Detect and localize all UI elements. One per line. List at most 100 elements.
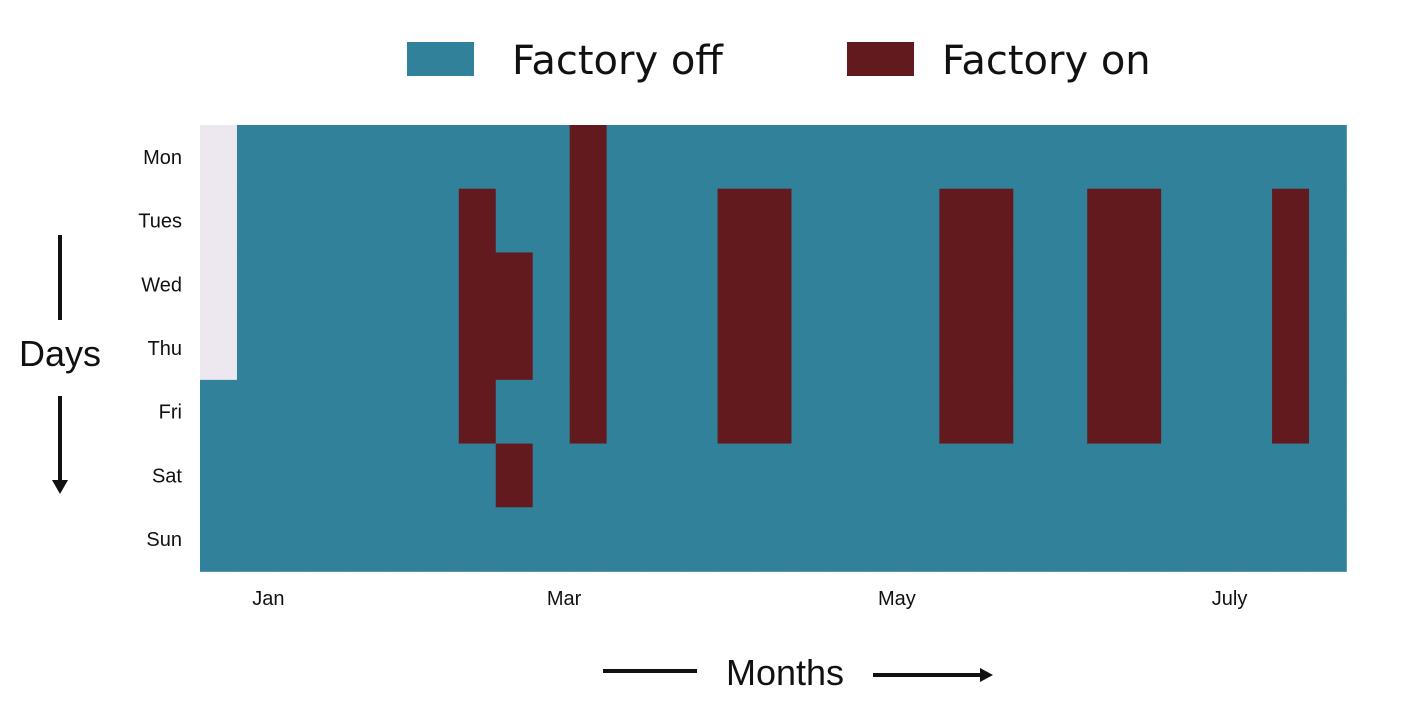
heatmap-cell-on bbox=[569, 316, 608, 381]
heatmap-cell-off bbox=[1124, 125, 1162, 190]
heatmap-cell-on bbox=[1124, 316, 1162, 381]
x-axis-title-group: Months bbox=[603, 652, 993, 693]
heatmap-cell-off bbox=[310, 443, 349, 509]
heatmap-cell-off bbox=[1050, 379, 1089, 445]
x-tick-label: Mar bbox=[547, 588, 582, 610]
heatmap-cell-on bbox=[1087, 379, 1125, 445]
heatmap-cell-off bbox=[606, 188, 645, 254]
heatmap-cell-on bbox=[717, 252, 756, 317]
heatmap-cell-off bbox=[1272, 125, 1310, 190]
heatmap-cell-off bbox=[495, 125, 534, 190]
heatmap-cell-off bbox=[1050, 125, 1089, 190]
heatmap-cell-on bbox=[1272, 316, 1310, 381]
heatmap-cell-off bbox=[717, 125, 756, 190]
heatmap-cell-off bbox=[1124, 507, 1162, 572]
heatmap-cell-off bbox=[902, 316, 941, 381]
y-tick-label: Tues bbox=[138, 211, 182, 233]
heatmap-cell-off bbox=[1161, 507, 1199, 572]
heatmap-cell-off bbox=[791, 188, 830, 254]
heatmap-cell-off bbox=[236, 125, 275, 190]
heatmap-cell-off bbox=[643, 507, 682, 572]
heatmap-cell-on bbox=[939, 316, 978, 381]
heatmap-cell-off bbox=[865, 125, 904, 190]
heatmap-cell-off bbox=[532, 125, 571, 190]
heatmap-cell-off bbox=[1309, 316, 1347, 381]
heatmap-cell-missing bbox=[200, 316, 238, 381]
heatmap-cell-off bbox=[754, 507, 793, 572]
heatmap-cell-off bbox=[643, 379, 682, 445]
heatmap-cell-off bbox=[902, 443, 941, 509]
heatmap-cell-off bbox=[1013, 188, 1052, 254]
heatmap-cell-off bbox=[1013, 443, 1052, 509]
heatmap-cell-off bbox=[347, 188, 386, 254]
heatmap-cell-off bbox=[1235, 125, 1273, 190]
heatmap-cell-off bbox=[939, 507, 978, 572]
heatmap-cell-off bbox=[384, 507, 423, 572]
heatmap-cell-off bbox=[1198, 252, 1236, 317]
heatmap-cell-off bbox=[347, 379, 386, 445]
heatmap-cell-off bbox=[791, 507, 830, 572]
heatmap-cell-off bbox=[902, 379, 941, 445]
heatmap-cell-off bbox=[828, 252, 867, 317]
heatmap-cell-off bbox=[606, 316, 645, 381]
heatmap-cell-on bbox=[458, 316, 497, 381]
heatmap-cell-off bbox=[1161, 188, 1199, 254]
heatmap-cell-off bbox=[791, 443, 830, 509]
heatmap-cell-on bbox=[1087, 188, 1125, 254]
heatmap-cell-off bbox=[1272, 507, 1310, 572]
heatmap-cell-off bbox=[1235, 316, 1273, 381]
x-tick-label: Jan bbox=[252, 588, 284, 610]
heatmap-cell-off bbox=[1198, 188, 1236, 254]
heatmap-cell-off bbox=[310, 316, 349, 381]
heatmap-cell-off bbox=[569, 507, 608, 572]
heatmap-cell-off bbox=[1309, 379, 1347, 445]
heatmap-cell-off bbox=[310, 507, 349, 572]
heatmap-cell-off bbox=[1309, 252, 1347, 317]
heatmap-cell-off bbox=[236, 316, 275, 381]
heatmap-cell-off bbox=[828, 443, 867, 509]
heatmap-cell-on bbox=[458, 379, 497, 445]
heatmap-cell-on bbox=[495, 443, 534, 509]
heatmap-cell-off bbox=[1198, 316, 1236, 381]
x-tick-label: May bbox=[878, 588, 916, 610]
heatmap-cell-on bbox=[495, 252, 534, 317]
heatmap-cell-off bbox=[1235, 507, 1273, 572]
heatmap-cell-on bbox=[1272, 188, 1310, 254]
heatmap-cell-off bbox=[1161, 125, 1199, 190]
heatmap-cell-off bbox=[273, 443, 312, 509]
legend-swatch-factory-on bbox=[847, 42, 914, 76]
x-axis-arrowhead bbox=[980, 668, 993, 682]
heatmap-cell-off bbox=[865, 188, 904, 254]
heatmap-cell-on bbox=[569, 252, 608, 317]
heatmap-cell-off bbox=[1161, 252, 1199, 317]
heatmap-cell-off bbox=[680, 188, 719, 254]
heatmap-cell-off bbox=[421, 125, 460, 190]
heatmap-cell-off bbox=[865, 316, 904, 381]
heatmap-cell-on bbox=[1272, 252, 1310, 317]
heatmap-cell-off bbox=[236, 507, 275, 572]
heatmap-cell-off bbox=[828, 188, 867, 254]
heatmap-cell-on bbox=[939, 379, 978, 445]
heatmap-cell-off bbox=[606, 379, 645, 445]
heatmap-cell-on bbox=[717, 379, 756, 445]
heatmap-cell-off bbox=[643, 125, 682, 190]
heatmap-cell-off bbox=[1013, 125, 1052, 190]
heatmap-cell-off bbox=[791, 379, 830, 445]
heatmap-cell-on bbox=[976, 188, 1015, 254]
heatmap-cell-off bbox=[1087, 443, 1125, 509]
heatmap-cell-off bbox=[421, 379, 460, 445]
heatmap-cell-off bbox=[1050, 252, 1089, 317]
heatmap-cell-off bbox=[384, 379, 423, 445]
heatmap-cell-on bbox=[939, 188, 978, 254]
heatmap-cell-off bbox=[680, 252, 719, 317]
heatmap-cell-off bbox=[347, 443, 386, 509]
heatmap-cell-off bbox=[717, 443, 756, 509]
heatmap-cell-on bbox=[939, 252, 978, 317]
heatmap-cell-off bbox=[421, 188, 460, 254]
heatmap-cell-on bbox=[1124, 252, 1162, 317]
heatmap-cell-off bbox=[532, 188, 571, 254]
heatmap-cell-on bbox=[569, 125, 608, 190]
heatmap-cell-off bbox=[1050, 188, 1089, 254]
heatmap-cell-off bbox=[273, 188, 312, 254]
